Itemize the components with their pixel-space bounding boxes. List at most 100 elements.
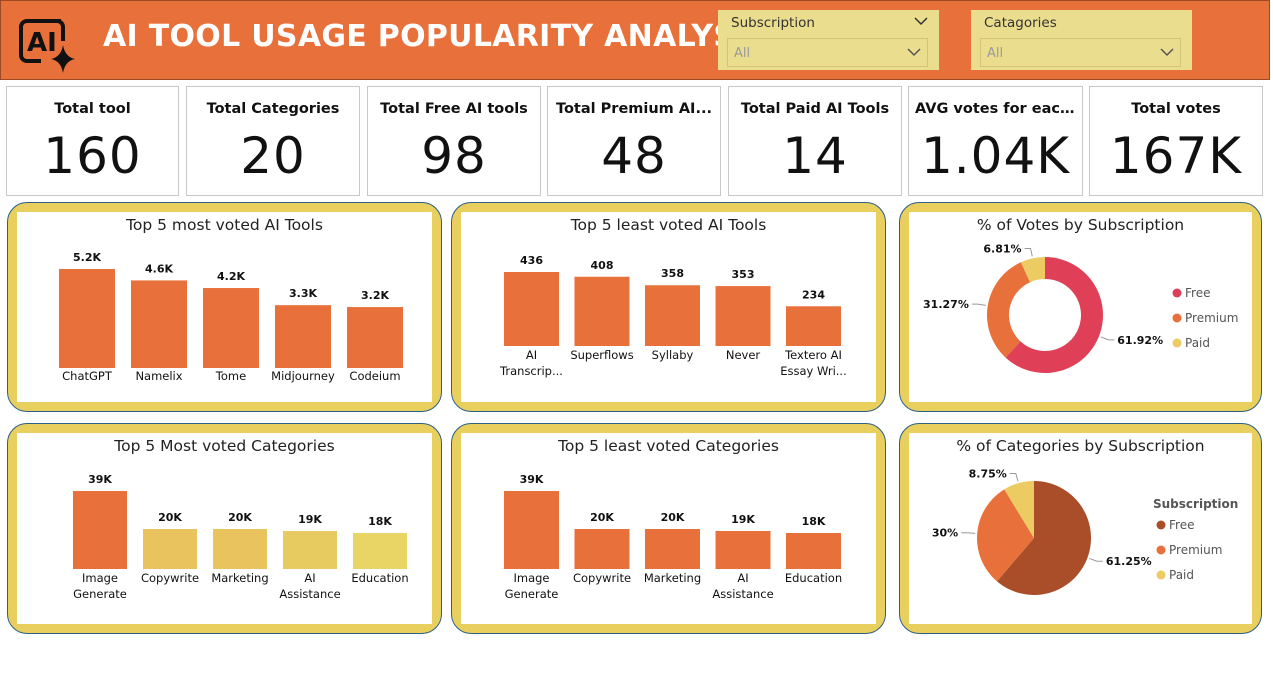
kpi-total-free-tools: Total Free AI tools 98 [367,86,541,196]
kpi-avg-votes: AVG votes for each... 1.04K [908,86,1083,196]
category-label: Assistance [279,587,340,601]
slice-free[interactable] [996,481,1091,595]
kpi-label: AVG votes for each... [915,101,1082,117]
data-label: 5.2K [73,251,101,264]
data-label: 20K [590,511,614,524]
category-label: Education [351,571,408,585]
data-label: 3.2K [361,289,389,302]
bar[interactable] [645,529,700,569]
chevron-down-icon[interactable] [1160,47,1174,57]
legend-marker [1172,313,1182,323]
category-label: Marketing [211,571,268,585]
kpi-label: Total votes [1131,101,1221,117]
bar[interactable] [504,491,559,569]
category-label: AI [737,571,748,585]
bar[interactable] [213,529,267,569]
data-label: 353 [732,268,755,281]
bar[interactable] [715,286,771,346]
categories-slicer-label: Catagories [984,15,1057,31]
panel-most-voted-categories: Top 5 Most voted Categories 39K Image Gene… [7,423,442,634]
slice-premium[interactable] [987,262,1031,358]
data-label: 39K [88,473,112,486]
bar[interactable] [275,305,331,368]
legend-item-premium[interactable]: Premium [1169,543,1222,557]
slice-label: 31.27% [923,298,969,311]
kpi-total-categories: Total Categories 20 [186,86,360,196]
slice-paid[interactable] [1020,257,1045,283]
category-label: Generate [73,587,127,601]
bar-chart-least-voted-categories: 39K Image Generate 20K Copywrite 20K Marketing… [504,473,842,601]
slice-premium[interactable] [977,489,1034,582]
kpi-label: Total Categories [206,101,340,117]
bar[interactable] [786,533,841,569]
bar[interactable] [143,529,197,569]
leader-line [971,303,986,306]
categories-dropdown[interactable]: All [980,38,1181,67]
kpi-label: Total tool [54,101,131,117]
kpi-label: Total Premium AI... [556,101,712,117]
bar[interactable] [574,529,630,569]
legend-marker [1172,288,1182,298]
category-label: Namelix [135,369,182,383]
legend-item-free[interactable]: Free [1169,518,1194,532]
legend-item-paid[interactable]: Paid [1169,568,1194,582]
bar[interactable] [131,280,187,368]
kpi-total-votes: Total votes 167K [1089,86,1263,196]
legend-item-premium[interactable]: Premium [1185,311,1238,325]
kpi-value: 167K [1109,127,1243,185]
kpi-value: 20 [240,127,306,185]
legend-marker [1156,545,1166,555]
subscription-dropdown[interactable]: All [727,38,928,67]
data-label: 20K [228,511,252,524]
legend-item-paid[interactable]: Paid [1185,336,1210,350]
legend-item-free[interactable]: Free [1185,286,1210,300]
chevron-down-icon[interactable] [907,47,921,57]
data-label: 18K [802,515,826,528]
legend-marker [1156,570,1166,580]
category-label: Generate [505,587,559,601]
slice-label: 8.75% [969,468,1007,481]
bar[interactable] [347,307,403,368]
kpi-value: 14 [782,127,848,185]
category-label: Image [513,571,549,585]
kpi-total-premium-tools: Total Premium AI... 48 [547,86,721,196]
bar[interactable] [645,285,700,346]
legend-marker [1156,520,1166,530]
category-label: Syllaby [652,348,694,362]
kpi-total-paid-tools: Total Paid AI Tools 14 [728,86,902,196]
bar[interactable] [283,531,337,569]
bar[interactable] [715,531,771,569]
category-label: ChatGPT [62,369,113,383]
panel-least-voted-tools: Top 5 least voted AI Tools 436 AI Transcri… [451,202,886,412]
categories-slicer[interactable]: Catagories All [971,10,1192,70]
ai-logo-icon: AI [19,19,75,73]
slice-label: 61.92% [1117,334,1163,347]
slice-free[interactable] [1005,257,1103,373]
data-label: 436 [520,254,543,267]
data-label: 39K [520,473,544,486]
kpi-value: 160 [43,127,142,185]
kpi-label: Total Free AI tools [380,101,528,117]
kpi-label: Total Paid AI Tools [740,101,890,117]
kpi-value: 98 [421,127,487,185]
subscription-slicer[interactable]: Subscription All [718,10,939,70]
data-label: 20K [158,511,182,524]
pie-chart-categories-by-subscription: 61.25% 30% 8.75% Subscription Free Premium Pai… [932,468,1238,595]
chevron-down-icon[interactable] [914,16,928,26]
category-label: Never [726,348,761,362]
bar[interactable] [353,533,407,569]
bar[interactable] [574,276,630,346]
slice-paid[interactable] [1004,481,1034,538]
bar-chart-most-voted-categories: 39K Image Generate 20K Copywrite 20K Marketing… [73,473,409,601]
header-bar: AI AI TOOL USAGE POPULARITY ANALYSIS Sub… [0,0,1270,80]
bar[interactable] [59,269,115,368]
data-label: 18K [368,515,392,528]
category-label: Copywrite [573,571,631,585]
category-label: Essay Wri... [780,364,847,378]
bar[interactable] [504,272,559,346]
bar[interactable] [203,288,259,368]
bar[interactable] [73,491,127,569]
panel-least-voted-categories: Top 5 least voted Categories 39K Image Gen… [451,423,886,634]
bar[interactable] [786,306,841,346]
